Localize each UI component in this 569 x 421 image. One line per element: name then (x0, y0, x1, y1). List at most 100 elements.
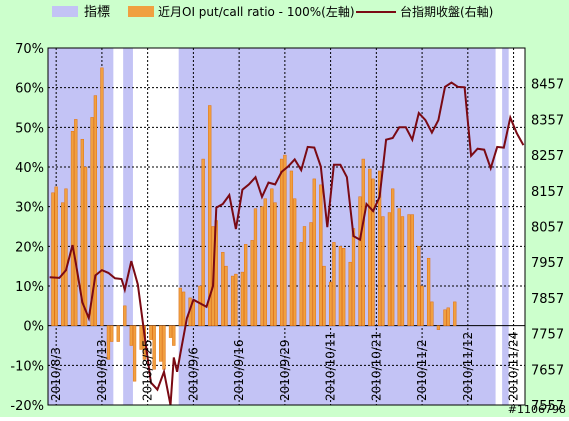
pcr-bar (371, 178, 375, 326)
right-tick-label: 8357 (531, 113, 564, 128)
pcr-bar (263, 198, 267, 326)
pcr-bar (74, 119, 78, 326)
x-tick-label: 2010/8/25 (141, 339, 155, 401)
right-tick-label: 7557 (531, 399, 564, 414)
pcr-bar (250, 240, 254, 326)
x-tick-label: 2010/8/3 (49, 347, 63, 401)
pcr-bar (80, 138, 84, 326)
pcr-bar (201, 158, 205, 326)
pcr-bar (93, 95, 98, 326)
left-tick-label: 70% (15, 42, 44, 57)
legend-label-pcr: 近月OI put/call ratio - 100%(左軸) (158, 4, 355, 19)
x-tick-label: 2010/9/29 (278, 339, 292, 401)
pcr-bar (230, 275, 235, 326)
pcr-bar (162, 325, 166, 370)
x-tick-label: 2010/11/2 (415, 339, 429, 401)
pcr-bar (387, 212, 392, 326)
pcr-bar (361, 158, 365, 326)
left-tick-label: 0% (23, 320, 44, 335)
pcr-bar (358, 196, 362, 326)
pcr-bar (348, 261, 352, 326)
pcr-bar (70, 131, 75, 326)
left-tick-label: 30% (15, 201, 44, 216)
pcr-bar (51, 192, 55, 326)
x-tick-label: 2010/11/12 (461, 332, 475, 401)
pcr-bar (391, 188, 395, 326)
pcr-bar (149, 325, 153, 340)
pcr-bar (407, 214, 411, 326)
pcr-bar (178, 287, 182, 326)
plot-frame (47, 47, 526, 406)
pcr-bar (332, 242, 336, 326)
pcr-bar (234, 273, 238, 326)
pcr-bar (270, 188, 274, 326)
pcr-bar (253, 208, 258, 326)
pcr-bar (198, 285, 202, 326)
right-tick-label: 7757 (531, 328, 564, 343)
pcr-bar (397, 208, 401, 326)
pcr-bar (208, 105, 212, 326)
pcr-bar (240, 271, 245, 326)
pcr-bar (129, 325, 133, 346)
right-tick-label: 8257 (531, 149, 564, 164)
indicator-band (123, 48, 133, 405)
x-tick-label: 2010/9/16 (232, 339, 246, 401)
pcr-bar (110, 325, 114, 342)
left-axis-ticks: -20% -10% 0% 10% 20% 30% 40% 50% 60% 70% (10, 42, 44, 414)
indicator-bands (48, 48, 509, 405)
pcr-bar (168, 325, 173, 338)
pcr-bar (273, 202, 277, 326)
x-tick-label: 2010/8/13 (95, 339, 109, 401)
pcr-bar (123, 305, 127, 326)
indicator-band (502, 48, 509, 405)
pcr-bar (106, 325, 111, 360)
pcr-bar (446, 307, 450, 326)
pcr-bar (322, 265, 326, 326)
right-tick-label: 8457 (531, 78, 564, 93)
pcr-bar (342, 248, 346, 326)
right-tick-label: 7857 (531, 292, 564, 307)
pcr-bar (410, 214, 414, 326)
pcr-bars (51, 67, 457, 382)
pcr-bar (289, 170, 294, 326)
right-axis-ticks: 7557 7657 7757 7857 7957 8057 8157 8257 8357 8457 (531, 78, 564, 414)
pcr-bar (293, 198, 297, 326)
pcr-bar (328, 281, 333, 326)
pcr-bar (351, 228, 356, 326)
x-axis-ticks: 2010/8/3 2010/8/13 2010/8/25 2010/9/6 2010/9… (49, 332, 520, 401)
left-tick-label: -10% (10, 359, 44, 374)
right-tick-label: 8057 (531, 221, 564, 236)
pcr-bar (64, 188, 68, 326)
plot-area (47, 47, 526, 406)
left-tick-label: 20% (15, 240, 44, 255)
pcr-bar (54, 186, 58, 326)
pcr-bar (283, 154, 287, 326)
legend-label-indicator: 指標 (84, 5, 110, 20)
pcr-bar (443, 309, 447, 326)
left-tick-label: -20% (10, 399, 44, 414)
futures-close-line (49, 81, 525, 406)
pcr-bar (400, 216, 405, 326)
pcr-bar (132, 325, 137, 382)
pcr-bar (224, 265, 228, 326)
pcr-bar (319, 184, 323, 326)
pcr-bar (309, 222, 313, 326)
legend: 指標 近月OI put/call ratio - 100%(左軸) 台指期收盤(… (52, 4, 493, 20)
legend-label-futures: 台指期收盤(右軸) (400, 4, 493, 19)
pcr-bar (83, 166, 88, 326)
pcr-bar (417, 246, 421, 326)
pcr-bar (312, 178, 316, 326)
pcr-bar (152, 325, 156, 370)
pcr-bar (426, 257, 431, 326)
pcr-bar (430, 301, 434, 326)
indicator-band (178, 48, 496, 405)
pcr-bar (302, 226, 307, 326)
pcr-bar (139, 325, 143, 350)
pcr-bar (100, 67, 104, 326)
left-tick-label: 10% (15, 280, 44, 295)
x-tick-label: 2010/11/24 (507, 332, 521, 401)
right-tick-label: 7657 (531, 363, 564, 378)
x-tick-label: 2010/10/21 (369, 332, 383, 401)
pcr-bar (381, 216, 385, 326)
